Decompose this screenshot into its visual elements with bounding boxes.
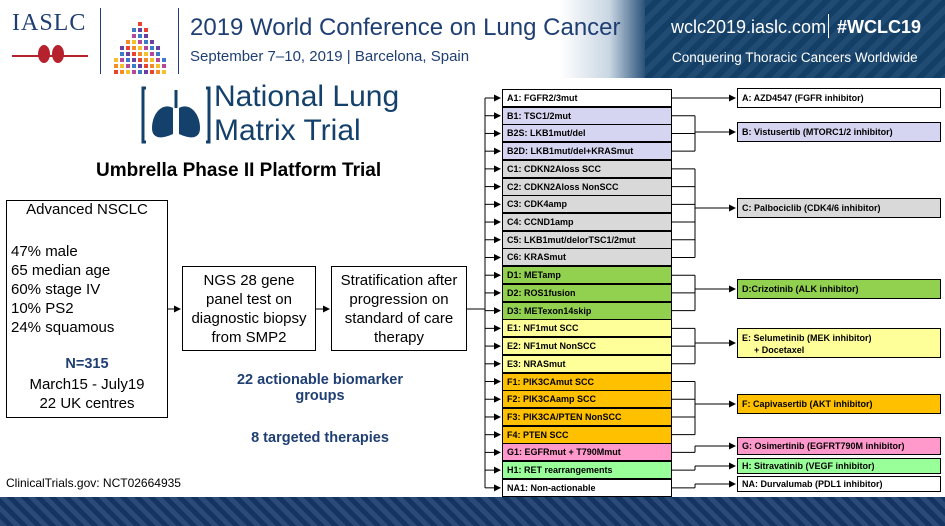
therapy-box: E: Selumetinib (MEK inhibitor) + Docetaxe…	[737, 328, 941, 358]
biomarker-group-box: H1: RET rearrangements	[502, 461, 672, 480]
biomarker-group-box: NA1: Non-actionable	[502, 478, 672, 497]
population-stat: 47% male	[11, 243, 78, 260]
trial-name-line1: National Lung	[214, 80, 400, 113]
iaslc-lungs-icon	[12, 45, 88, 63]
biomarker-group-box: D3: METexon14skip	[502, 301, 672, 320]
therapy-box: F: Capivasertib (AKT inhibitor)	[737, 394, 941, 414]
conference-slogan: Conquering Thoracic Cancers Worldwide	[672, 50, 918, 65]
header-banner	[645, 0, 945, 78]
clinicaltrials-id: ClinicalTrials.gov: NCT02664935	[6, 476, 181, 490]
therapy-label: NA: Durvalumab (PDL1 inhibitor)	[742, 479, 883, 489]
biomarker-group-box: B2S: LKB1mut/del	[502, 124, 672, 143]
biomarker-group-box: C4: CCND1amp	[502, 213, 672, 232]
therapy-label: C: Palbociclib (CDK4/6 inhibitor)	[742, 203, 881, 213]
recruitment-period: March15 - July19	[29, 376, 145, 393]
header-fade	[560, 0, 650, 78]
therapy-box: A: AZD4547 (FGFR inhibitor)	[737, 88, 941, 108]
population-title: Advanced NSCLC	[26, 201, 148, 218]
conference-emblem-icon	[114, 22, 166, 74]
biomarker-group-box: G1: EGFRmut + T790Mmut	[502, 443, 672, 462]
header-divider	[100, 8, 101, 74]
biomarker-group-box: B2D: LKB1mut/del+KRASmut	[502, 142, 672, 161]
actionable-groups-count: 22 actionable biomarker groups	[236, 372, 403, 404]
conference-url[interactable]: wclc2019.iaslc.com	[671, 17, 827, 37]
conference-title: 2019 World Conference on Lung Cancer	[190, 14, 621, 41]
targeted-therapies-count: 8 targeted therapies	[251, 430, 389, 446]
therapy-label: D:Crizotinib (ALK inhibitor)	[742, 284, 859, 294]
biomarker-group-box: F4: PTEN SCC	[502, 425, 672, 444]
therapy-label: G: Osimertinib (EGFRT790M inhibitor)	[742, 441, 905, 451]
biomarker-group-box: C3: CDK4amp	[502, 195, 672, 214]
biomarker-group-box: A1: FGFR2/3mut	[502, 89, 672, 107]
trial-name-line2: Matrix Trial	[214, 114, 361, 147]
conference-hashtag: #WCLC19	[837, 17, 922, 37]
biomarker-group-box: C2: CDKN2Aloss NonSCC	[502, 177, 672, 196]
biomarker-group-box: C1: CDKN2Aloss SCC	[502, 159, 672, 178]
population-stat: 24% squamous	[11, 319, 115, 336]
ngs-step-box: NGS 28 gene panel test on diagnostic bio…	[182, 266, 316, 351]
biomarker-group-box: D1: METamp	[502, 266, 672, 285]
population-stat: 10% PS2	[11, 300, 74, 317]
biomarker-group-box: E2: NF1mut NonSCC	[502, 337, 672, 356]
therapy-box: NA: Durvalumab (PDL1 inhibitor)	[737, 476, 941, 492]
sample-size: N=315	[65, 356, 109, 372]
population-box: Advanced NSCLC 47% male 65 median age 60…	[6, 200, 168, 418]
header-separator	[828, 14, 829, 38]
biomarker-group-box: C6: KRASmut	[502, 248, 672, 267]
diagram-subtitle: Umbrella Phase II Platform Trial	[96, 160, 382, 181]
biomarker-group-box: D2: ROS1fusion	[502, 283, 672, 302]
biomarker-group-box: F2: PIK3CAamp SCC	[502, 390, 672, 409]
therapy-box: B: Vistusertib (MTORC1/2 inhibitor)	[737, 122, 941, 142]
therapy-label-secondary: + Docetaxel	[754, 345, 805, 355]
therapy-label: E: Selumetinib (MEK inhibitor)	[742, 333, 872, 343]
biomarker-group-box: F3: PIK3CA/PTEN NonSCC	[502, 407, 672, 426]
biomarker-group-box: B1: TSC1/2mut	[502, 106, 672, 125]
population-stat: 65 median age	[11, 262, 111, 279]
therapy-box: C: Palbociclib (CDK4/6 inhibitor)	[737, 198, 941, 218]
therapy-label: A: AZD4547 (FGFR inhibitor)	[742, 93, 864, 103]
stratification-step-box: Stratification after progression on stan…	[331, 266, 467, 351]
biomarker-group-box: F1: PIK3CAmut SCC	[502, 372, 672, 391]
centre-count: 22 UK centres	[39, 395, 135, 412]
therapy-box: G: Osimertinib (EGFRT790M inhibitor)	[737, 437, 941, 455]
header-divider	[178, 8, 179, 74]
biomarker-group-box: E1: NF1mut SCC	[502, 319, 672, 338]
footer-banner	[0, 497, 945, 526]
population-stat: 60% stage IV	[11, 281, 101, 298]
biomarker-group-box: E3: NRASmut	[502, 354, 672, 373]
iaslc-logo-text: IASLC	[12, 10, 87, 36]
lungs-logo-icon	[141, 86, 211, 144]
therapy-label: H: Sitravatinib (VEGF inhibitor)	[742, 461, 875, 471]
therapy-label: B: Vistusertib (MTORC1/2 inhibitor)	[742, 127, 893, 137]
conference-dates: September 7–10, 2019 | Barcelona, Spain	[190, 48, 470, 65]
therapy-label: F: Capivasertib (AKT inhibitor)	[742, 399, 873, 409]
therapy-box: H: Sitravatinib (VEGF inhibitor)	[737, 458, 941, 474]
biomarker-group-box: C5: LKB1mut/delorTSC1/2mut	[502, 230, 672, 249]
therapy-box: D:Crizotinib (ALK inhibitor)	[737, 279, 941, 299]
